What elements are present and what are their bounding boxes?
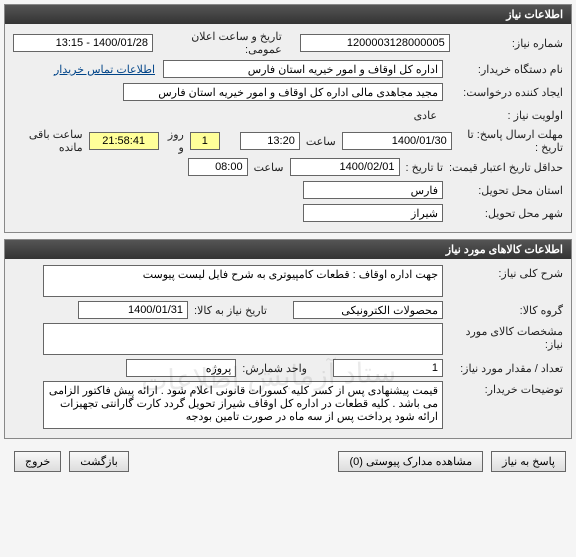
contact-link[interactable]: اطلاعات تماس خریدار bbox=[54, 63, 155, 76]
min-validity-date[interactable] bbox=[290, 158, 400, 176]
panel2-title: اطلاعات کالاهای مورد نیاز bbox=[5, 240, 571, 259]
province-field[interactable] bbox=[303, 181, 443, 199]
spec-label: مشخصات کالای مورد نیاز: bbox=[443, 323, 563, 351]
remain-time[interactable] bbox=[89, 132, 159, 150]
time-label-2: ساعت bbox=[248, 161, 290, 174]
panel2-body: شرح کلی نیاز: گروه کالا: تاریخ نیاز به ک… bbox=[5, 259, 571, 438]
deadline-date[interactable] bbox=[342, 132, 452, 150]
city-field[interactable] bbox=[303, 204, 443, 222]
need-info-panel: اطلاعات نیاز شماره نیاز: تاریخ و ساعت اع… bbox=[4, 4, 572, 233]
announce-field[interactable] bbox=[13, 34, 153, 52]
exit-button[interactable]: خروج bbox=[14, 451, 61, 472]
group-label: گروه کالا: bbox=[443, 304, 563, 317]
buyer-field[interactable] bbox=[163, 60, 443, 78]
min-validity-label: حداقل تاریخ اعتبار قیمت: bbox=[443, 161, 563, 174]
need-date-label: تاریخ نیاز به کالا: bbox=[188, 304, 273, 317]
creator-label: ایجاد کننده درخواست: bbox=[443, 86, 563, 99]
reply-button[interactable]: پاسخ به نیاز bbox=[491, 451, 566, 472]
time-label-1: ساعت bbox=[300, 135, 342, 148]
general-label: شرح کلی نیاز: bbox=[443, 265, 563, 280]
group-field[interactable] bbox=[293, 301, 443, 319]
panel1-body: شماره نیاز: تاریخ و ساعت اعلان عمومی: نا… bbox=[5, 24, 571, 232]
button-row: پاسخ به نیاز مشاهده مدارک پیوستی (0) باز… bbox=[4, 445, 572, 478]
attachments-button[interactable]: مشاهده مدارک پیوستی (0) bbox=[338, 451, 483, 472]
req-no-label: شماره نیاز: bbox=[450, 37, 563, 50]
need-date-field[interactable] bbox=[78, 301, 188, 319]
priority-val: عادی bbox=[408, 109, 443, 122]
province-label: استان محل تحویل: bbox=[443, 184, 563, 197]
deadline-label: مهلت ارسال پاسخ: تا تاریخ : bbox=[452, 128, 563, 154]
announce-label: تاریخ و ساعت اعلان عمومی: bbox=[153, 30, 288, 56]
buyer-label: نام دستگاه خریدار: bbox=[443, 63, 563, 76]
creator-field[interactable] bbox=[123, 83, 443, 101]
qty-field[interactable] bbox=[333, 359, 443, 377]
desc-field[interactable] bbox=[43, 381, 443, 429]
req-no-field[interactable] bbox=[300, 34, 450, 52]
days-label: روز و bbox=[159, 128, 190, 154]
qty-label: تعداد / مقدار مورد نیاز: bbox=[443, 362, 563, 375]
days-field[interactable] bbox=[190, 132, 220, 150]
priority-label: اولویت نیاز : bbox=[443, 109, 563, 122]
back-button[interactable]: بازگشت bbox=[69, 451, 129, 472]
unit-field[interactable] bbox=[126, 359, 236, 377]
until-label: تا تاریخ : bbox=[400, 161, 443, 174]
deadline-time[interactable] bbox=[240, 132, 300, 150]
goods-info-panel: اطلاعات کالاهای مورد نیاز شرح کلی نیاز: … bbox=[4, 239, 572, 439]
city-label: شهر محل تحویل: bbox=[443, 207, 563, 220]
general-field[interactable] bbox=[43, 265, 443, 297]
spec-field[interactable] bbox=[43, 323, 443, 355]
panel1-title: اطلاعات نیاز bbox=[5, 5, 571, 24]
desc-label: توضیحات خریدار: bbox=[443, 381, 563, 396]
remain-label: ساعت باقی مانده bbox=[13, 128, 89, 154]
min-validity-time[interactable] bbox=[188, 158, 248, 176]
unit-label: واحد شمارش: bbox=[236, 362, 313, 375]
